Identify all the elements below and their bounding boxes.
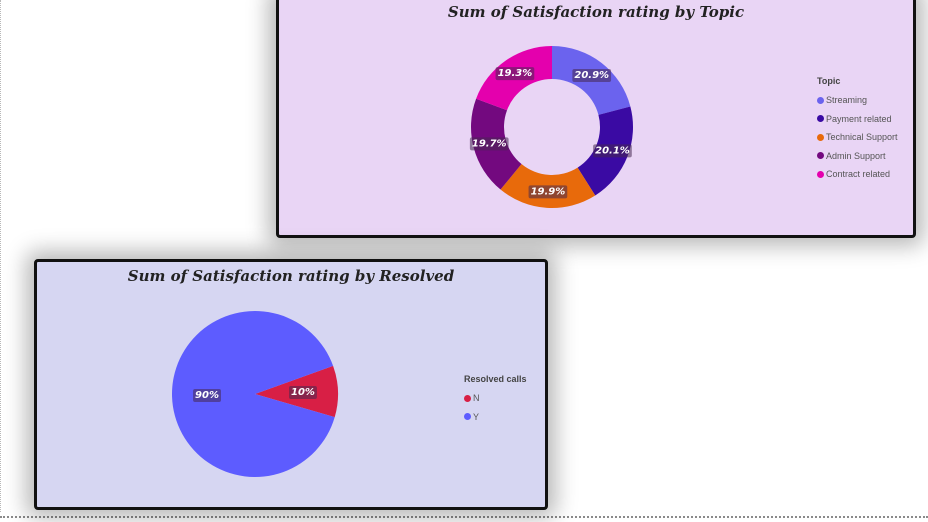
legend-marker — [464, 413, 471, 421]
legend-label: N — [473, 393, 480, 404]
resolved-data-label-y: 90% — [193, 389, 221, 403]
topic-legend-items: Streaming Payment related Technical Suppor… — [817, 91, 898, 184]
topic-legend-item-payment-related[interactable]: Payment related — [817, 110, 898, 129]
data-label-background — [289, 385, 317, 399]
legend-label: Payment related — [826, 113, 892, 124]
topic-legend: Topic Streaming Payment related Technical … — [817, 76, 898, 184]
data-label-text: 90% — [195, 390, 219, 401]
resolved-legend-title: Resolved calls — [464, 374, 527, 384]
legend-marker — [464, 394, 471, 402]
topic-data-label-payment-related: 20.1% — [593, 144, 632, 158]
data-label-text: 20.1% — [595, 145, 630, 156]
topic-data-label-technical-support: 19.9% — [528, 185, 568, 199]
topic-legend-item-streaming[interactable]: Streaming — [817, 91, 898, 110]
legend-label: Contract related — [826, 169, 891, 180]
resolved-chart-card[interactable]: Sum of Satisfaction rating by Resolved 1… — [34, 259, 548, 510]
topic-data-label-admin-support: 19.7% — [469, 137, 509, 151]
data-label-text: 19.9% — [531, 186, 566, 197]
legend-label: Y — [473, 411, 480, 422]
legend-label: Technical Support — [826, 132, 898, 143]
topic-legend-item-contract-related[interactable]: Contract related — [817, 165, 898, 184]
resolved-slice-y[interactable] — [171, 311, 335, 477]
topic-chart-card[interactable]: Sum of Satisfaction rating by Topic 20.9… — [276, 0, 916, 238]
resolved-legend-item-y[interactable]: Y — [464, 408, 527, 427]
topic-chart-title: Sum of Satisfaction rating by Topic — [447, 3, 745, 21]
topic-legend-item-admin-support[interactable]: Admin Support — [817, 147, 898, 166]
legend-label: Streaming — [826, 95, 868, 106]
data-label-background — [495, 67, 535, 81]
resolved-data-label-n: 10% — [289, 385, 317, 399]
legend-marker — [817, 170, 824, 178]
data-label-text: 20.9% — [574, 70, 609, 81]
topic-donut-chart[interactable]: 20.9% 20.1% 19.9% 19.7% 19.3% — [279, 0, 913, 235]
resolved-chart-title: Sum of Satisfaction rating by Resolved — [127, 267, 455, 285]
canvas-bottom-guide — [0, 516, 928, 518]
resolved-legend-item-n[interactable]: N — [464, 389, 527, 408]
data-label-background — [193, 389, 221, 403]
legend-label: Admin Support — [826, 150, 886, 161]
data-label-background — [469, 137, 509, 151]
resolved-pie-chart[interactable]: 10% 90% — [37, 262, 545, 507]
data-label-text: 19.7% — [472, 138, 507, 149]
legend-marker — [817, 133, 824, 141]
data-label-text: 10% — [291, 387, 315, 398]
topic-data-label-contract-related: 19.3% — [495, 67, 535, 81]
data-label-text: 19.3% — [498, 68, 533, 79]
topic-data-label-streaming: 20.9% — [572, 69, 612, 83]
legend-marker — [817, 152, 824, 160]
data-label-background — [593, 144, 632, 158]
topic-legend-item-technical-support[interactable]: Technical Support — [817, 128, 898, 147]
legend-marker — [817, 96, 824, 104]
topic-legend-title: Topic — [817, 76, 841, 86]
canvas-left-guide — [0, 0, 2, 512]
data-label-background — [528, 185, 568, 199]
data-label-background — [572, 69, 612, 83]
legend-marker — [817, 115, 824, 123]
